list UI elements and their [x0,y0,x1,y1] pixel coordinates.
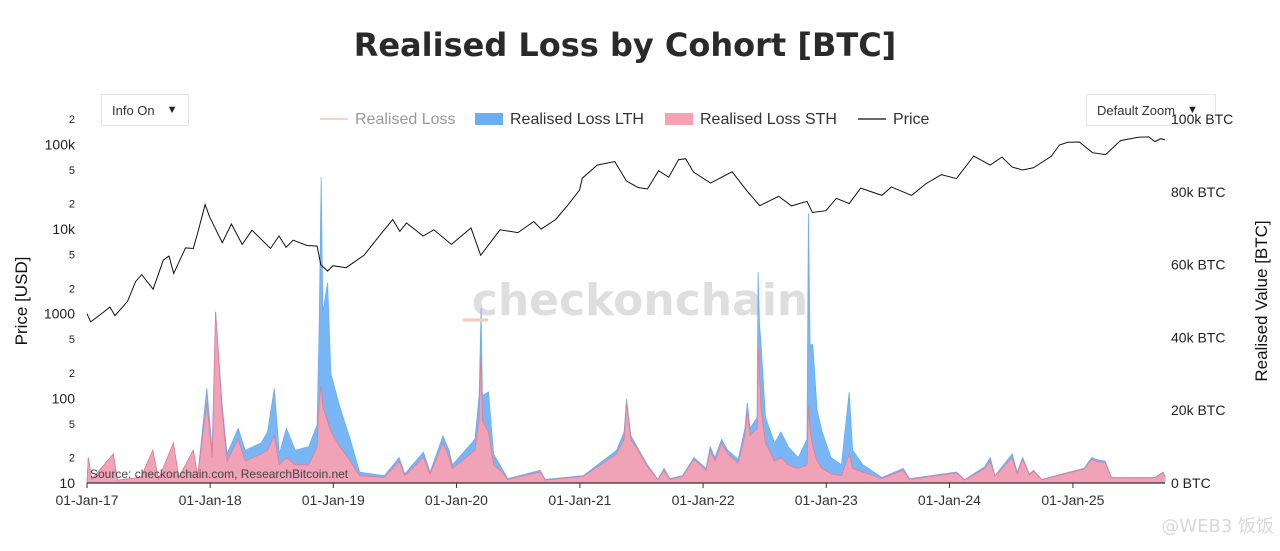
legend-item[interactable]: Realised Loss LTH [475,111,644,128]
legend[interactable]: Realised Loss Realised Loss LTH Realised L… [320,111,930,322]
y-left-axis-title: Price [USD] [12,257,31,346]
legend-label: Price [893,111,930,128]
zoom-dropdown-label: Default Zoom [1097,102,1176,118]
y-left-minor-tick-label: 2 [69,199,75,211]
y-left-minor-tick-label: 2 [69,368,75,380]
info-dropdown[interactable]: Info On ▼ [101,94,189,126]
y-right-tick-label: 0 BTC [1171,475,1211,491]
y-right-tick-label: 80k BTC [1171,184,1225,200]
legend-item[interactable]: Realised Loss [320,111,456,128]
y-left-minor-tick-label: 5 [69,419,75,431]
price-layer [86,136,1166,323]
x-tick-label: 01-Jan-21 [548,492,611,508]
y-left-tick-label: 10k [52,221,76,237]
y-left-tick-label: 1000 [44,306,75,322]
corner-watermark: @WEB3 饭饭 [1161,516,1274,537]
y-left-tick-label: 10 [59,475,75,491]
zoom-dropdown[interactable]: Default Zoom ▼ [1086,94,1216,126]
watermark: checkonchain [472,275,808,326]
legend-label: Realised Loss [355,111,456,128]
series-price-line [86,136,1166,323]
area-layer [86,177,1166,484]
source-note: Source: checkonchain.com, ResearchBitcoi… [90,467,349,481]
series-sth-line [86,311,1166,484]
y-right-axis-title: Realised Value [BTC] [1252,220,1271,381]
y-left-minor-tick-label: 2 [69,283,75,295]
x-tick-label: 01-Jan-17 [55,492,118,508]
y-right-tick-label: 40k BTC [1171,329,1225,345]
x-tick-label: 01-Jan-25 [1041,492,1104,508]
x-tick-label: 01-Jan-22 [672,492,735,508]
y-right-tick-label: 20k BTC [1171,402,1225,418]
legend-item[interactable]: Realised Loss STH [665,111,837,128]
y-left-minor-tick-label: 2 [69,453,75,465]
y-right-tick-label: 100k BTC [1171,111,1233,127]
legend-label: Realised Loss LTH [510,111,644,128]
x-tick-label: 01-Jan-18 [179,492,242,508]
y-left-minor-tick-label: 2 [69,114,75,126]
x-tick-label: 01-Jan-20 [425,492,488,508]
y-left-minor-tick-label: 5 [69,334,75,346]
info-dropdown-label: Info On [112,102,155,118]
dropdown-arrow-icon: ▼ [166,104,178,116]
y-left-tick-label: 100 [52,390,76,406]
legend-swatch [475,113,503,125]
chart-title: Realised Loss by Cohort [BTC] [353,26,897,64]
legend-label: Realised Loss STH [700,111,837,128]
y-left-minor-tick-label: 5 [69,165,75,177]
y-left-minor-tick-label: 5 [69,250,75,262]
legend-item[interactable]: Price [858,111,930,128]
series-sth-area [87,311,1165,483]
y-right-tick-label: 60k BTC [1171,257,1225,273]
x-tick-label: 01-Jan-24 [918,492,981,508]
x-tick-label: 01-Jan-19 [302,492,365,508]
x-tick-label: 01-Jan-23 [795,492,858,508]
axes-layer: 01-Jan-17 01-Jan-18 01-Jan-19 01-Jan-20 01-J… [12,111,1271,508]
y-left-tick-label: 100k [45,136,76,152]
dropdown-arrow-icon: ▼ [1187,104,1198,116]
legend-swatch [665,113,693,125]
